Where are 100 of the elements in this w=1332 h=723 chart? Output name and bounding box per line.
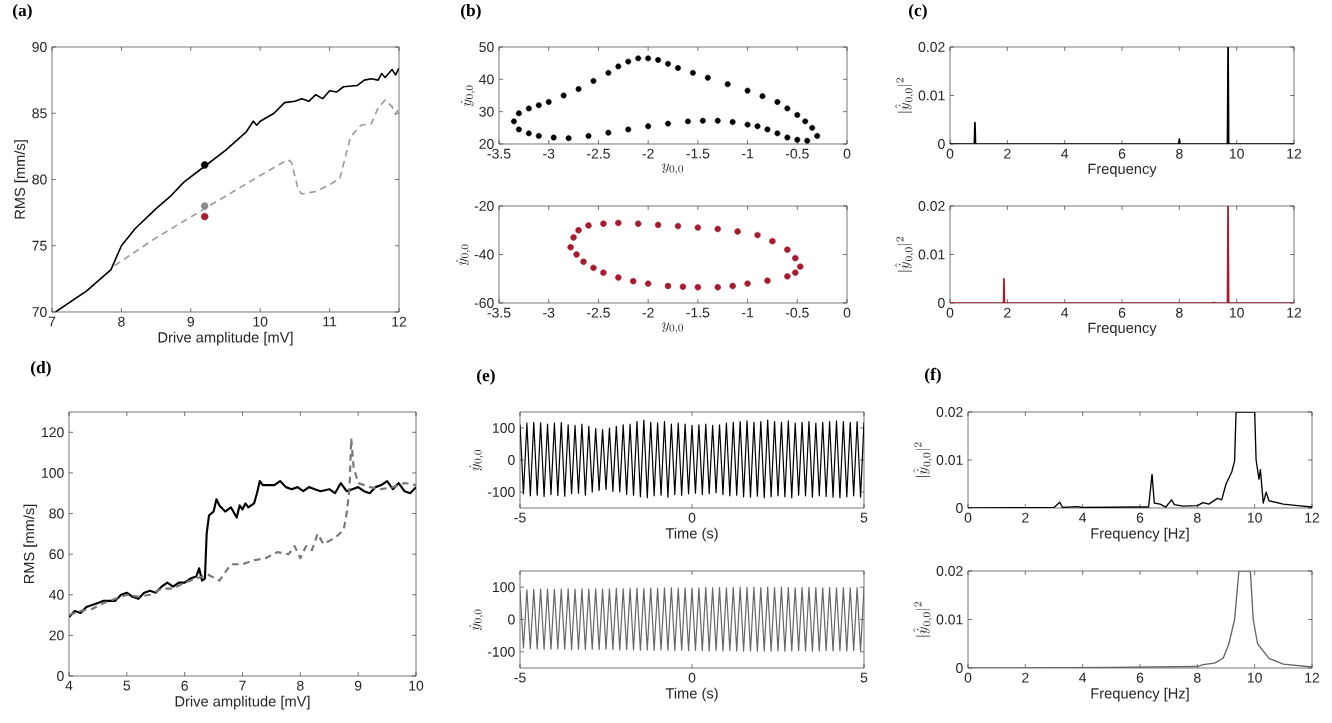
point (679, 283, 687, 290)
point (754, 123, 761, 130)
x-axis-title: Frequency (1088, 322, 1157, 336)
point (200, 202, 209, 210)
point (580, 258, 587, 265)
x-tick-label: 10 (1229, 148, 1244, 159)
point (784, 246, 791, 253)
x-tick-label: -3 (543, 307, 555, 318)
point (664, 282, 672, 290)
point (590, 264, 597, 272)
x-tick-label: 5 (860, 512, 868, 523)
y-tick-label: 0.02 (918, 42, 945, 52)
x-tick-label: 4 (1061, 307, 1069, 318)
point (200, 212, 209, 221)
x-tick-label: 12 (1287, 307, 1302, 318)
point (764, 277, 771, 284)
y-axis-title: RMS [mm/s] (14, 140, 28, 219)
x-tick-label: -1.5 (686, 148, 710, 159)
point (655, 56, 662, 63)
y-tick-label: 0 (956, 503, 963, 513)
x-tick-label: 2 (1022, 512, 1029, 523)
point (784, 105, 791, 112)
x-tick-label: 6 (1136, 512, 1144, 523)
point (792, 269, 799, 276)
point (792, 254, 799, 262)
y-tick-label: 0 (938, 139, 945, 149)
point (665, 120, 671, 127)
point (759, 93, 766, 100)
y-tick-label: 80 (49, 508, 64, 519)
y-tick-label: 100 (42, 467, 64, 478)
point (615, 274, 622, 281)
x-tick-label: 10 (253, 316, 268, 327)
point (535, 102, 542, 109)
y-tick-label: 40 (479, 74, 494, 85)
y-tick-label: 75 (32, 240, 47, 251)
point (585, 222, 592, 229)
chart-title: (e) (477, 369, 495, 385)
line-series (950, 46, 1295, 144)
point (744, 121, 751, 128)
point (600, 220, 607, 227)
point (665, 60, 671, 67)
point (794, 111, 801, 118)
y-tick-label: 0 (508, 455, 515, 465)
point (570, 234, 577, 241)
x-tick-label: -1 (741, 148, 754, 159)
point (754, 231, 761, 239)
y-tick-label: 100 (493, 423, 515, 433)
x-tick-label: 4 (1061, 148, 1069, 159)
point (704, 74, 711, 81)
x-tick-label: 8 (118, 316, 125, 327)
chart-title: (c) (909, 4, 927, 20)
point (684, 118, 691, 125)
point (724, 81, 731, 88)
x-tick-label: 2 (1004, 307, 1011, 318)
point (605, 69, 612, 76)
x-tick-label: 6 (1118, 307, 1126, 318)
x-tick-label: 2 (1022, 672, 1029, 683)
point (625, 126, 632, 133)
x-tick-label: 10 (1229, 307, 1244, 318)
y-tick-label: 20 (479, 139, 494, 149)
point (575, 86, 582, 92)
line-series (69, 437, 416, 617)
x-tick-label: 12 (1305, 672, 1320, 683)
x-tick-label: -0.5 (785, 307, 809, 318)
point (600, 269, 607, 276)
point (635, 220, 642, 227)
x-tick-label: 10 (1247, 512, 1262, 523)
point (605, 129, 612, 136)
point (714, 225, 721, 233)
x-axis-title: Time (s) (665, 687, 718, 702)
point (814, 132, 821, 139)
point (774, 130, 781, 137)
x-tick-label: -2.5 (587, 148, 610, 159)
x-axis-title: Frequency [Hz] (1091, 687, 1189, 702)
point (644, 280, 652, 287)
y-tick-label: 0.02 (936, 407, 963, 417)
point (545, 99, 552, 105)
point (797, 263, 804, 270)
point (729, 282, 736, 290)
point (535, 132, 542, 139)
x-axis-title: Time (s) (665, 527, 718, 542)
y-tick-label: 100 (493, 582, 515, 593)
y-axis-title: $|\hat{\dot{y}}_{0,0}|^2$ (895, 78, 915, 113)
y-axis-title: $\dot{y}_{0,0}$ (469, 449, 484, 471)
x-tick-label: -2.5 (587, 307, 610, 318)
point (774, 99, 781, 105)
point (645, 55, 652, 62)
x-tick-label: 0 (843, 148, 851, 159)
y-tick-label: -100 (487, 487, 515, 497)
line-series (520, 419, 864, 499)
point (734, 228, 741, 235)
line-series (113, 99, 399, 267)
y-tick-label: -40 (474, 249, 494, 260)
x-axis-title: Frequency (1088, 163, 1157, 177)
x-tick-label: 0 (843, 307, 851, 318)
y-tick-label: 80 (32, 174, 47, 185)
y-tick-label: 0 (956, 663, 963, 673)
point (744, 87, 751, 94)
x-tick-label: 4 (1079, 512, 1087, 523)
y-axis-title: $|\hat{\dot{y}}_{0,0}|^2$ (895, 237, 915, 272)
